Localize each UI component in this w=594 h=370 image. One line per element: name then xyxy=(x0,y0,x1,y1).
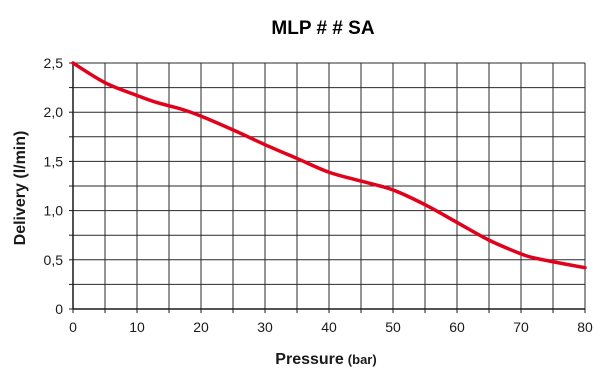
x-tick-label: 80 xyxy=(577,319,593,335)
grid xyxy=(73,63,585,309)
x-tick-label: 70 xyxy=(513,319,529,335)
x-tick-label: 40 xyxy=(321,319,337,335)
x-tick-label: 0 xyxy=(69,319,77,335)
y-tick-label: 2,0 xyxy=(44,104,64,120)
series-line xyxy=(71,61,587,270)
y-axis-label: Delivery (l/min) xyxy=(12,131,29,246)
series-layer xyxy=(71,61,587,270)
y-tick-label: 1,0 xyxy=(44,203,64,219)
x-axis-unit: (bar) xyxy=(348,352,377,367)
y-tick-label: 0,5 xyxy=(44,252,64,268)
x-tick-label: 60 xyxy=(449,319,465,335)
x-tick-label: 20 xyxy=(193,319,209,335)
x-axis-label-text: Pressure xyxy=(275,351,344,368)
y-tick-labels: 0 0,5 1,0 1,5 2,0 2,5 xyxy=(44,55,64,317)
plot-frame xyxy=(69,62,586,313)
x-tick-label: 50 xyxy=(385,319,401,335)
y-tick-label: 1,5 xyxy=(44,153,64,169)
chart-title: MLP # # SA xyxy=(271,18,374,39)
x-axis-label: Pressure (bar) xyxy=(275,351,376,368)
x-tick-label: 10 xyxy=(129,319,145,335)
y-tick-label: 0 xyxy=(55,301,63,317)
x-tick-labels: 0 10 20 30 40 50 60 70 80 xyxy=(69,319,593,335)
x-tick-label: 30 xyxy=(257,319,273,335)
y-tick-label: 2,5 xyxy=(44,55,64,71)
